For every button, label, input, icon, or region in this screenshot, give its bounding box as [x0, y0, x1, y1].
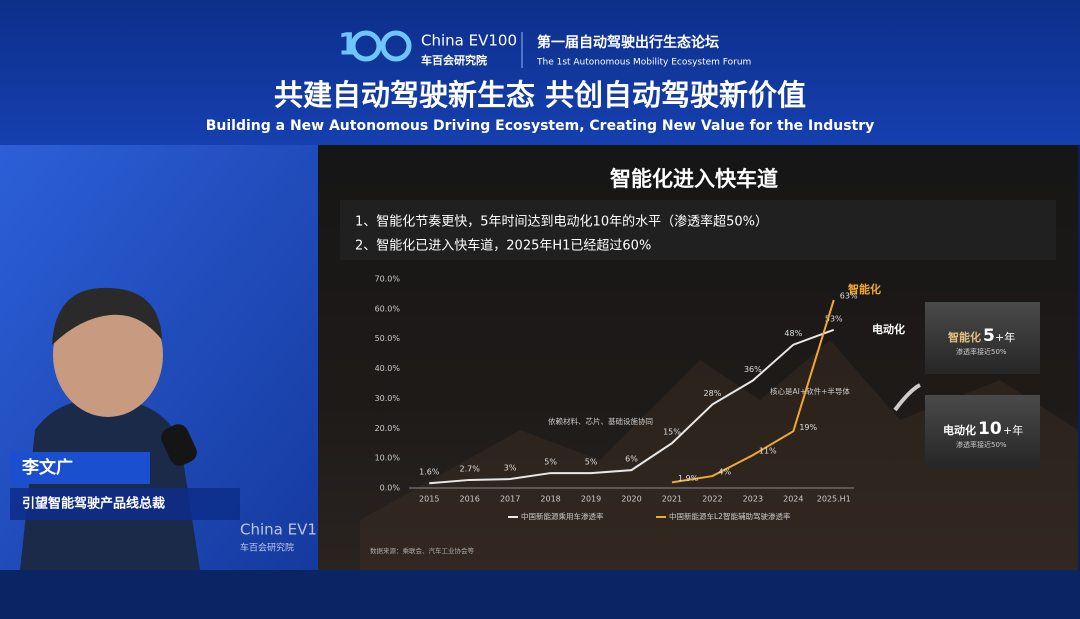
data-label: 2.7%	[460, 464, 481, 473]
x-tick-label: 2020	[621, 495, 641, 504]
bullet: 2、智能化已进入快车道，2025年H1已经超过60%	[355, 238, 651, 254]
chart: 0.0% 10.0% 20.0% 30.0% 40.0% 50.0% 60.0% 70.0% 2…	[370, 275, 905, 556]
data-label: 3%	[504, 464, 517, 473]
callout-box	[925, 395, 1040, 467]
data-label: 1.6%	[419, 468, 440, 477]
mountain-bg	[360, 340, 1078, 570]
x-tick-label: 2017	[500, 495, 520, 504]
data-label: 48%	[784, 329, 802, 338]
speaker-body	[20, 399, 200, 570]
logo-ring	[380, 30, 412, 62]
logo-ring	[350, 30, 382, 62]
legend-label: 中国新能源车L2智能辅助驾驶渗透率	[669, 511, 791, 521]
callout-label: 电动化	[943, 423, 976, 437]
role-plate	[10, 488, 240, 520]
annotation: 智能化	[848, 282, 881, 296]
y-tick-label: 70.0%	[375, 275, 401, 284]
data-label: 19%	[799, 423, 817, 432]
callout-box	[925, 302, 1040, 374]
data-label: 53%	[825, 314, 843, 323]
bullet-box	[340, 200, 1056, 260]
data-label: 15%	[663, 428, 681, 437]
header-bg	[0, 0, 1080, 145]
callout-label: 智能化	[948, 330, 981, 344]
x-tick-label: 2025.H1	[817, 495, 851, 504]
forum-title: 第一届自动驾驶出行生态论坛	[537, 34, 719, 51]
y-tick-label: 60.0%	[375, 304, 401, 313]
main-subtitle: Building a New Autonomous Driving Ecosys…	[206, 118, 875, 134]
callout-number: 5	[983, 326, 995, 346]
source-note: 数据来源：乘联会、汽车工业协会等	[370, 546, 475, 555]
x-tick-label: 2022	[702, 495, 722, 504]
microphone	[161, 424, 197, 466]
logo: 1 China EV100 车百会研究院	[338, 28, 517, 68]
callout-unit: +年	[995, 330, 1015, 344]
forum-subtitle: The 1st Autonomous Mobility Ecosystem Fo…	[536, 58, 751, 68]
x-tick-label: 2021	[662, 495, 682, 504]
y-tick-label: 10.0%	[375, 454, 401, 463]
callout-note: 渗透率接近50%	[956, 347, 1007, 356]
logo-text: China EV100	[421, 32, 517, 50]
data-label: 28%	[704, 389, 722, 398]
data-label: 63%	[840, 291, 858, 300]
bg-logo-subtext: 车百会研究院	[240, 542, 294, 554]
data-label: 6%	[625, 455, 638, 464]
callout-arrow	[893, 383, 921, 412]
annotation: 依赖材料、芯片、基础设施协同	[548, 416, 653, 426]
annotation: 电动化	[872, 322, 905, 336]
data-label: 11%	[759, 447, 777, 456]
data-label: 5%	[544, 458, 557, 467]
footer-bg	[0, 570, 1080, 619]
callout-unit: +年	[1003, 423, 1023, 437]
y-tick-label: 30.0%	[375, 394, 401, 403]
x-tick-label: 2016	[460, 495, 480, 504]
x-tick-label: 2019	[581, 495, 601, 504]
x-tick-label: 2018	[540, 495, 560, 504]
logo-subtext: 车百会研究院	[421, 53, 487, 67]
speaker-hair	[52, 287, 162, 345]
speaker-name: 李文广	[22, 457, 73, 478]
legend-label: 中国新能源乘用车渗透率	[521, 511, 604, 521]
y-tick-label: 0.0%	[380, 484, 401, 493]
series-line	[429, 328, 835, 485]
data-label: 4%	[718, 468, 731, 477]
x-tick-label: 2023	[743, 495, 763, 504]
data-label: 36%	[744, 365, 762, 374]
x-tick-label: 2024	[783, 495, 803, 504]
bullet: 1、智能化节奏更快，5年时间达到电动化10年的水平（渗透率超50%）	[355, 214, 768, 230]
slide-title: 智能化进入快车道	[610, 167, 778, 191]
annotation: 核心是AI+软件+半导体	[770, 386, 850, 396]
bg-logo-text: China EV100	[240, 521, 336, 539]
speaker-figure	[20, 287, 200, 570]
y-tick-label: 40.0%	[375, 364, 401, 373]
data-label: 5%	[585, 458, 598, 467]
y-tick-label: 20.0%	[375, 424, 401, 433]
main-title: 共建自动驾驶新生态 共创自动驾驶新价值	[274, 78, 806, 112]
speaker-role: 引望智能驾驶产品线总裁	[22, 496, 165, 512]
x-tick-label: 2015	[419, 495, 439, 504]
data-label: 1.9%	[678, 474, 699, 483]
series-line	[671, 299, 835, 484]
callout-note: 渗透率接近50%	[956, 440, 1007, 449]
name-plate	[10, 452, 150, 484]
callout-number: 10	[978, 419, 1002, 439]
y-tick-label: 50.0%	[375, 334, 401, 343]
